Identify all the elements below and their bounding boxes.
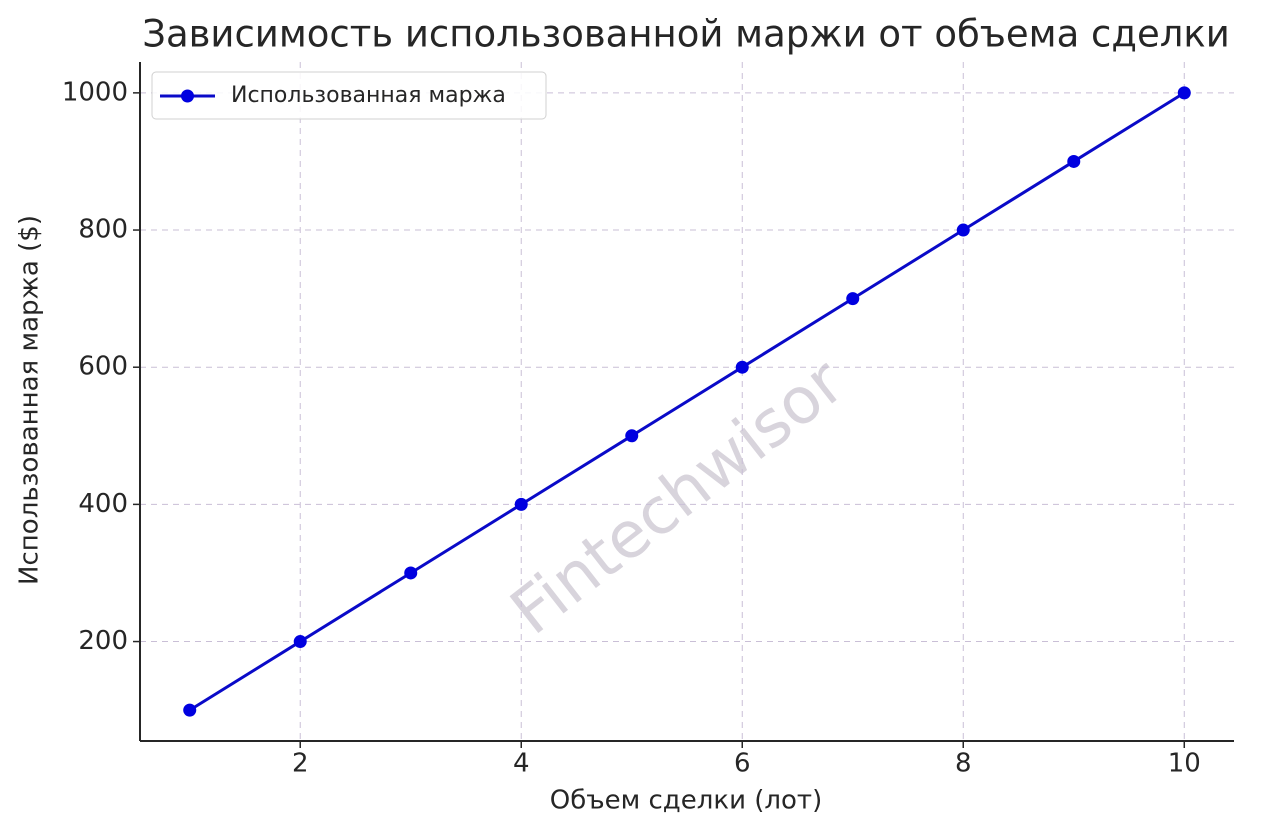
data-point — [1177, 86, 1191, 100]
y-tick-label: 400 — [78, 489, 128, 519]
data-point — [956, 223, 970, 237]
watermark: Fintechwisor — [498, 345, 859, 650]
y-axis-label: Использованная маржа ($) — [15, 215, 45, 585]
x-tick-label: 6 — [734, 749, 751, 779]
y-tick-label: 1000 — [62, 77, 128, 107]
y-tick-label: 200 — [78, 626, 128, 656]
data-point — [846, 292, 860, 306]
data-point — [1067, 154, 1081, 168]
data-point — [514, 497, 528, 511]
data-point — [293, 635, 307, 649]
y-tick-label: 800 — [78, 215, 128, 245]
x-axis-label: Объем сделки (лот) — [550, 786, 822, 816]
legend: Использованная маржа — [151, 71, 547, 120]
chart-title: Зависимость использованной маржи от объе… — [142, 13, 1230, 56]
x-tick-label: 10 — [1168, 749, 1201, 779]
x-tick-label: 8 — [955, 749, 972, 779]
data-point — [625, 429, 639, 443]
data-line — [188, 91, 1186, 712]
legend-box — [151, 71, 547, 120]
y-tick-label: 600 — [78, 352, 128, 382]
legend-label: Использованная маржа — [231, 83, 506, 108]
data-point — [735, 360, 749, 374]
x-tick-label: 4 — [513, 749, 530, 779]
legend-marker — [181, 89, 194, 103]
data-point — [404, 566, 418, 580]
data-point — [183, 703, 197, 717]
x-tick-label: 2 — [292, 749, 309, 779]
